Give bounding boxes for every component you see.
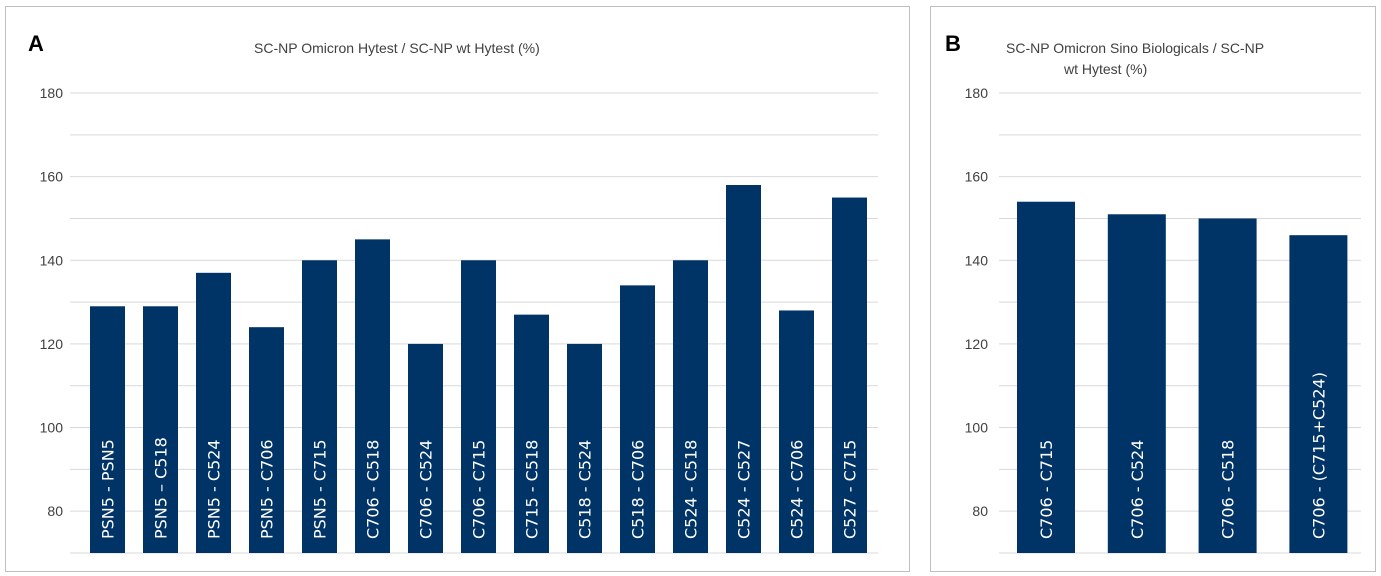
- bar: [779, 310, 814, 553]
- bar-category-label: PSN5 – C518: [152, 437, 171, 539]
- chart-b-svg: B SC-NP Omicron Sino Biologicals / SC-NP…: [945, 31, 1361, 554]
- bar: [567, 343, 602, 553]
- bar-category-label: C706 - C524: [1128, 440, 1147, 539]
- panel-label-a: A: [28, 31, 44, 56]
- bar: [355, 239, 390, 553]
- bar-category-label: C524 - C527: [735, 440, 754, 539]
- bar-category-label: C706 - C715: [1037, 440, 1056, 539]
- bar-category-label: PSN5 - C706: [258, 439, 277, 539]
- chart-b-title-line-2: wt Hytest (%): [1063, 61, 1147, 77]
- bar: [249, 327, 284, 553]
- y-tick-label: 100: [40, 420, 64, 436]
- y-tick-label: 140: [40, 252, 64, 268]
- chart-b-title-line-1: SC-NP Omicron Sino Biologicals / SC-NP: [1006, 40, 1264, 56]
- y-tick-label: 180: [965, 85, 989, 101]
- y-tick-label: 120: [40, 336, 64, 352]
- bar: [514, 314, 549, 553]
- bar: [620, 285, 655, 553]
- bar-category-label: C706 - C524: [417, 440, 436, 539]
- bar-category-label: PSN5 - C715: [311, 439, 330, 539]
- bar: [1017, 201, 1075, 553]
- y-tick-label: 80: [972, 503, 988, 519]
- bar: [143, 306, 178, 553]
- chart-a-y-axis: 80 100 120 140 160 180: [40, 85, 64, 519]
- bar: [461, 260, 496, 553]
- bar-category-label: C706 - C518: [1219, 440, 1238, 539]
- chart-a-bars: PSN5 - PSN5 PSN5 – C518 PSN5 - C524 PSN5 - …: [90, 185, 867, 553]
- chart-a-title: SC-NP Omicron Hytest / SC-NP wt Hytest (…: [254, 40, 540, 56]
- chart-b-y-axis: 80 100 120 140 160 180: [965, 85, 989, 519]
- bar: [673, 260, 708, 553]
- chart-b-bars: C706 - C715 C706 - C524 C706 - C518 C706 - …: [1017, 201, 1348, 554]
- bar: [408, 343, 443, 553]
- bar: [196, 272, 231, 553]
- bar-category-label: C524 - C706: [788, 440, 807, 539]
- panel-label-b: B: [945, 31, 961, 56]
- y-tick-label: 140: [965, 252, 989, 268]
- y-tick-label: 80: [47, 503, 63, 519]
- bar-category-label: C527 - C715: [841, 440, 860, 539]
- bar-category-label: PSN5 - C524: [205, 439, 224, 539]
- chart-a-svg: A SC-NP Omicron Hytest / SC-NP wt Hytest…: [28, 31, 878, 554]
- bar: [90, 306, 125, 553]
- bar: [832, 197, 867, 553]
- y-tick-label: 160: [40, 169, 64, 185]
- bar-category-label: PSN5 - PSN5: [99, 439, 118, 539]
- y-tick-label: 160: [965, 169, 989, 185]
- bar-category-label: C706 - (C715+C524): [1309, 372, 1328, 539]
- chart-panel-b: B SC-NP Omicron Sino Biologicals / SC-NP…: [930, 6, 1376, 572]
- y-tick-label: 180: [40, 85, 64, 101]
- bar: [302, 260, 337, 553]
- bar: [1198, 218, 1257, 554]
- bar-category-label: C524 - C518: [682, 440, 701, 539]
- chart-panel-a: A SC-NP Omicron Hytest / SC-NP wt Hytest…: [5, 6, 910, 572]
- bar-category-label: C518 - C706: [629, 440, 648, 539]
- y-tick-label: 120: [965, 336, 989, 352]
- y-tick-label: 100: [965, 420, 989, 436]
- bar-category-label: C518 - C524: [576, 440, 595, 539]
- bar-category-label: C706 - C715: [470, 440, 489, 539]
- bar-category-label: C715 - C518: [523, 440, 542, 539]
- bar: [726, 185, 761, 553]
- bar: [1107, 214, 1166, 554]
- bar-category-label: C706 - C518: [364, 440, 383, 539]
- bar: [1289, 235, 1348, 553]
